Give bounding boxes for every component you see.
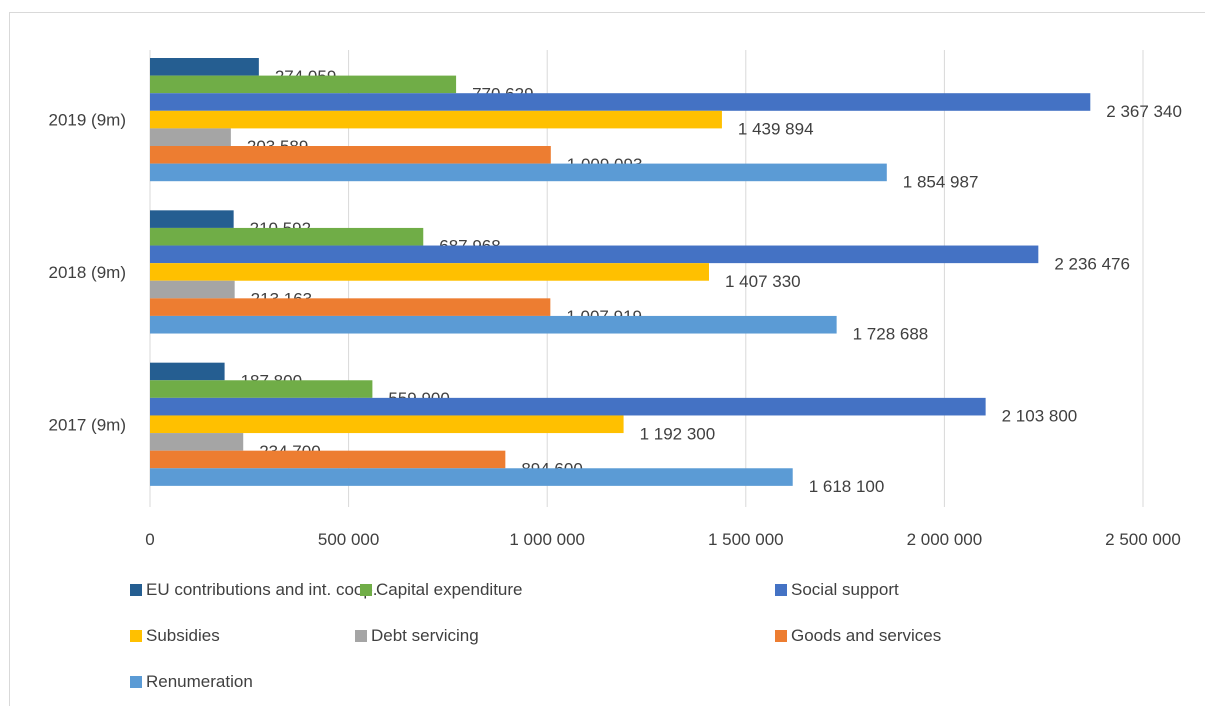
x-tick-label: 1 500 000 bbox=[708, 530, 784, 549]
legend-item: Renumeration bbox=[130, 671, 253, 693]
legend-swatch bbox=[130, 630, 142, 642]
legend-label: Renumeration bbox=[146, 672, 253, 691]
legend-label: Goods and services bbox=[791, 626, 942, 645]
bar bbox=[150, 450, 506, 469]
data-label: 2 367 340 bbox=[1106, 102, 1182, 121]
bar bbox=[150, 362, 225, 381]
data-label: 2 103 800 bbox=[1002, 407, 1078, 426]
chart-legend: EU contributions and int. coop. Capital e… bbox=[130, 575, 1130, 700]
legend-swatch bbox=[355, 630, 367, 642]
bar bbox=[150, 397, 986, 416]
legend-swatch bbox=[775, 584, 787, 596]
category-label: 2019 (9m) bbox=[49, 111, 126, 130]
bar bbox=[150, 468, 793, 486]
data-label: 2 236 476 bbox=[1054, 254, 1130, 273]
data-label: 1 439 894 bbox=[738, 120, 814, 139]
legend-label: EU contributions and int. coop. bbox=[146, 580, 378, 599]
bar bbox=[150, 433, 244, 451]
legend-item: Capital expenditure bbox=[360, 579, 522, 601]
bar bbox=[150, 210, 234, 228]
legend-label: Capital expenditure bbox=[376, 580, 523, 599]
legend-label: Subsidies bbox=[146, 626, 220, 645]
category-label: 2017 (9m) bbox=[49, 415, 126, 434]
legend-item: Debt servicing bbox=[355, 625, 479, 647]
x-tick-label: 1 000 000 bbox=[509, 530, 585, 549]
bar bbox=[150, 280, 235, 299]
x-tick-label: 2 000 000 bbox=[907, 530, 983, 549]
bar bbox=[150, 245, 1039, 264]
category-label: 2018 (9m) bbox=[49, 263, 126, 282]
x-tick-label: 500 000 bbox=[318, 530, 379, 549]
data-label: 1 407 330 bbox=[725, 272, 801, 291]
bar bbox=[150, 298, 551, 316]
bar bbox=[150, 110, 722, 129]
legend-label: Debt servicing bbox=[371, 626, 479, 645]
legend-item: Social support bbox=[775, 579, 899, 601]
legend-item: Subsidies bbox=[130, 625, 220, 647]
x-tick-label: 0 bbox=[145, 530, 154, 549]
bar bbox=[150, 75, 457, 94]
legend-item: EU contributions and int. coop. bbox=[130, 579, 378, 601]
legend-label: Social support bbox=[791, 580, 899, 599]
data-label: 1 618 100 bbox=[809, 477, 885, 496]
bar bbox=[150, 263, 709, 281]
bar bbox=[150, 128, 231, 146]
legend-swatch bbox=[130, 584, 142, 596]
bar bbox=[150, 315, 837, 334]
legend-swatch bbox=[360, 584, 372, 596]
data-label: 1 854 987 bbox=[903, 172, 979, 191]
x-tick-label: 2 500 000 bbox=[1105, 530, 1181, 549]
bar bbox=[150, 93, 1091, 111]
bar bbox=[150, 380, 373, 398]
data-label: 1 192 300 bbox=[640, 424, 716, 443]
legend-swatch bbox=[775, 630, 787, 642]
bar bbox=[150, 146, 551, 164]
bar bbox=[150, 58, 259, 76]
legend-item: Goods and services bbox=[775, 625, 941, 647]
legend-swatch bbox=[130, 676, 142, 688]
data-label: 1 728 688 bbox=[853, 325, 929, 344]
chart-frame bbox=[9, 12, 1205, 706]
bar bbox=[150, 415, 624, 434]
bar bbox=[150, 227, 424, 246]
bar bbox=[150, 163, 887, 182]
